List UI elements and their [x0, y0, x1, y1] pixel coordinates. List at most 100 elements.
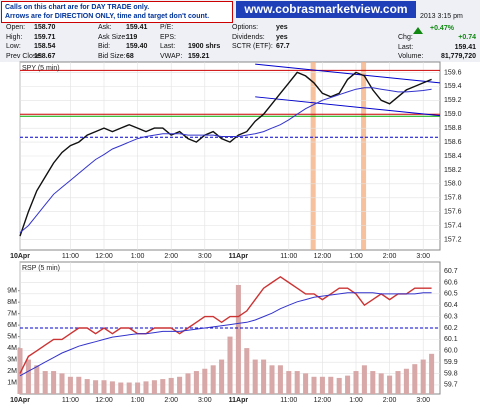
- notice: Calls on this chart are for DAY TRADE on…: [1, 1, 233, 23]
- header-label: Open:: [6, 24, 26, 31]
- y-tick-label: 158.0: [444, 181, 462, 188]
- x-tick-label: 12:00: [95, 253, 113, 260]
- volume-bar: [395, 371, 401, 394]
- volume-bar: [311, 376, 317, 394]
- x-tick-label: 3:00: [416, 253, 430, 260]
- notice-line: Arrows are for DIRECTION ONLY, time and …: [5, 13, 210, 20]
- y2-tick-label: 6M: [7, 322, 17, 329]
- x-tick-label: 11:00: [62, 253, 79, 260]
- volume-bar: [67, 376, 73, 394]
- y2-tick-label: 5M: [7, 333, 17, 340]
- volume-bar: [51, 371, 57, 394]
- x-tick-label: 3:00: [198, 253, 212, 260]
- volume-bar: [244, 348, 250, 394]
- trend-line: [255, 96, 441, 117]
- volume-bar: [59, 373, 65, 394]
- y-tick-label: 159.2: [444, 97, 462, 104]
- y-tick-label: 59.9: [444, 359, 458, 366]
- header-label: SCTR (ETF):: [232, 43, 273, 50]
- header-label: Ask Size:: [98, 33, 128, 41]
- volume-bar: [185, 373, 191, 394]
- x-tick-label: 10Apr: [10, 253, 30, 260]
- y-tick-label: 158.4: [444, 153, 462, 160]
- volume-bar: [353, 371, 359, 394]
- header-value: 158.54: [34, 43, 56, 50]
- volume-bar: [17, 348, 23, 394]
- header-value: 68: [126, 52, 134, 60]
- volume-bar: [370, 371, 376, 394]
- volume-bar: [286, 371, 292, 394]
- header-label: Low:: [6, 43, 21, 50]
- header-label: EPS:: [160, 33, 176, 41]
- volume-bar: [252, 359, 258, 394]
- volume-bar: [294, 371, 300, 394]
- y-tick-label: 158.6: [444, 139, 462, 146]
- volume-bar: [420, 359, 426, 394]
- header-label: Volume:: [398, 53, 424, 60]
- header-value: 119: [126, 33, 138, 41]
- y2-tick-label: 1M: [7, 379, 17, 386]
- volume-bar: [277, 365, 283, 394]
- volume-bar: [101, 380, 107, 394]
- x-tick-label: 11:00: [62, 397, 79, 404]
- y-tick-label: 60.4: [444, 302, 458, 309]
- y-tick-label: 60.3: [444, 313, 458, 320]
- y-tick-label: 157.2: [444, 236, 462, 243]
- volume-bar: [412, 364, 418, 394]
- header-value: 159.21: [188, 52, 210, 60]
- x-tick-label: 12:00: [314, 397, 332, 404]
- header-label: Ask:: [98, 24, 112, 31]
- y-tick-label: 59.8: [444, 370, 458, 377]
- volume-bar: [227, 336, 233, 394]
- volume-bar: [193, 371, 199, 394]
- volume-bar: [303, 373, 309, 394]
- header-value: 159.41: [126, 24, 148, 31]
- x-tick-label: 2:00: [164, 397, 178, 404]
- volume-bar: [269, 365, 275, 394]
- volume-bar: [34, 365, 40, 394]
- x-tick-label: 1:00: [349, 253, 363, 260]
- volume-bar: [361, 365, 367, 394]
- x-tick-label: 12:00: [314, 253, 332, 260]
- header-label: VWAP:: [160, 52, 183, 60]
- y-tick-label: 60.0: [444, 348, 458, 355]
- volume-bar: [76, 376, 82, 394]
- y2-tick-label: 2M: [7, 368, 17, 375]
- y-tick-label: 157.4: [444, 222, 462, 229]
- volume-bar: [168, 377, 174, 394]
- x-tick-label: 11Apr: [229, 397, 249, 404]
- header-value: 67.7: [276, 43, 290, 50]
- y-tick-label: 60.7: [444, 268, 458, 275]
- y-tick-label: 157.8: [444, 195, 462, 202]
- panel-title: RSP (5 min): [22, 265, 60, 272]
- x-tick-label: 11:00: [280, 397, 297, 404]
- notice-line: Calls on this chart are for DAY TRADE on…: [5, 4, 150, 11]
- y-tick-label: 60.6: [444, 279, 458, 286]
- volume-bar: [42, 371, 48, 394]
- y-tick-label: 158.2: [444, 167, 462, 174]
- y-tick-label: 157.6: [444, 209, 462, 216]
- header-label: Dividends:: [232, 33, 265, 41]
- x-tick-label: 1:00: [131, 397, 145, 404]
- header-value: yes: [276, 33, 288, 41]
- header-label: Last:: [398, 43, 414, 51]
- header-time: 2013 3:15 pm: [420, 13, 463, 20]
- y-tick-label: 60.2: [444, 325, 458, 332]
- volume-bar: [319, 376, 325, 394]
- x-tick-label: 3:00: [198, 397, 212, 404]
- series-line: [19, 292, 432, 377]
- volume-bar: [210, 365, 216, 394]
- x-tick-label: 11Apr: [229, 253, 249, 260]
- volume-bar: [135, 382, 141, 394]
- series-line: [19, 87, 432, 233]
- header-label: Last:: [160, 43, 176, 50]
- x-tick-label: 2:00: [383, 253, 397, 260]
- volume-bar: [160, 379, 166, 394]
- y-tick-label: 159.6: [444, 69, 462, 76]
- x-tick-label: 10Apr: [10, 397, 30, 404]
- volume-bar: [84, 379, 90, 394]
- change-pct: +0.47%: [430, 25, 454, 32]
- volume-bar: [25, 359, 31, 394]
- x-tick-label: 11:00: [280, 253, 297, 260]
